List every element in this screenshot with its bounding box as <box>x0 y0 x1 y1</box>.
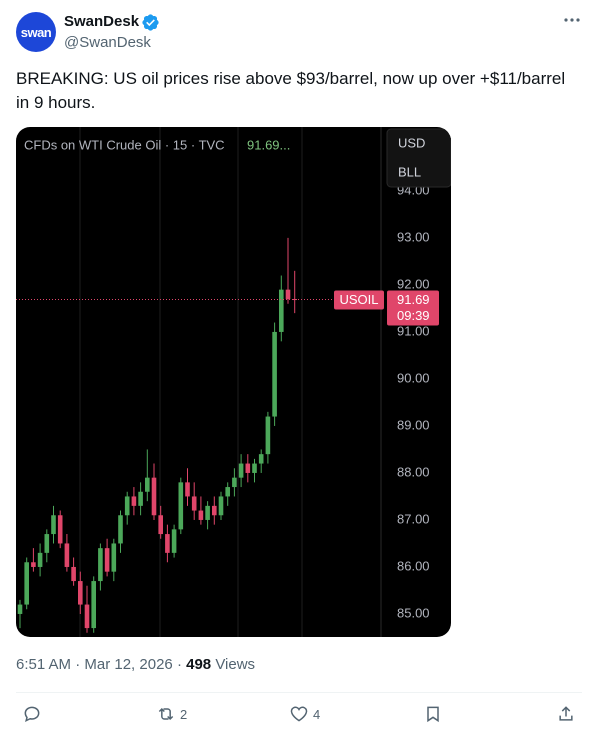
candle-body <box>71 566 76 582</box>
time-grid <box>79 127 303 637</box>
symbol-badge <box>334 290 384 310</box>
candle-body <box>131 496 137 506</box>
candle-body <box>78 581 83 605</box>
last-time-label: 09:39 <box>397 308 430 323</box>
candle-body <box>145 477 150 492</box>
tweet-text: BREAKING: US oil prices rise above $93/b… <box>16 69 566 112</box>
candle-body <box>252 463 257 473</box>
candle-body <box>37 552 43 567</box>
like-count: 4 <box>313 706 321 722</box>
y-tick-label: 91.00 <box>397 323 430 338</box>
candle-body <box>279 289 284 332</box>
candle-body <box>57 515 63 544</box>
candle-body <box>138 491 143 506</box>
candle-body <box>225 487 230 497</box>
tweet-meta: 6:51 AM · Mar 12, 2026 · 498 Views <box>16 656 255 673</box>
y-tick-label: 90.00 <box>397 370 430 385</box>
candle-body <box>191 496 197 511</box>
separator: · <box>176 656 182 673</box>
candle-body <box>64 543 70 567</box>
chart[interactable]: 85.00 86.00 87.00 88.00 89.00 90.00 91.00 92.00… <box>16 127 451 637</box>
divider <box>16 692 582 693</box>
candle-body <box>118 515 123 544</box>
currency-menu[interactable] <box>386 128 451 188</box>
retweet-count: 2 <box>180 706 188 722</box>
y-tick-label: 88.00 <box>397 464 430 479</box>
view-count: 498 <box>186 656 212 673</box>
last-price-label: 91.69 <box>397 292 430 307</box>
candle-body <box>84 604 90 629</box>
candle-body <box>245 463 251 473</box>
candle-body <box>51 515 56 535</box>
candle-body <box>124 496 130 516</box>
candle-body <box>158 515 163 535</box>
candle-body <box>104 548 110 572</box>
candle-body <box>232 477 237 488</box>
candle-body <box>198 510 204 520</box>
y-tick-label: 86.00 <box>397 558 430 573</box>
candle-body <box>151 477 157 516</box>
candle-body <box>165 534 170 553</box>
y-tick-label: 87.00 <box>397 511 430 526</box>
candle-body <box>218 496 224 516</box>
more-button[interactable] <box>562 10 582 30</box>
retweet-button[interactable]: 2 <box>156 704 187 724</box>
author-handle[interactable]: @SwanDesk <box>64 34 151 51</box>
candle-body <box>171 529 177 553</box>
bookmark-button[interactable] <box>423 704 443 724</box>
candle-body <box>91 581 96 629</box>
candle-body <box>238 463 244 478</box>
candle-body <box>205 505 210 520</box>
candle-body <box>178 482 184 530</box>
like-button[interactable]: 4 <box>289 704 320 724</box>
y-tick-label: 92.00 <box>397 276 430 291</box>
y-tick-label: 89.00 <box>397 417 430 432</box>
y-tick-label: 93.00 <box>397 229 430 244</box>
candle-body <box>98 548 103 582</box>
candle-body <box>258 454 264 464</box>
candle-body <box>24 562 29 605</box>
candle-body <box>212 505 217 516</box>
last-value: 91.69... <box>247 137 290 152</box>
reply-button[interactable] <box>22 704 42 724</box>
y-tick-label: 85.00 <box>397 605 430 620</box>
views-label: Views <box>215 656 256 673</box>
candle-body <box>111 543 117 572</box>
timestamp[interactable]: 6:51 AM · Mar 12, 2026 <box>16 656 173 673</box>
candle-body <box>31 562 36 567</box>
candle-body <box>292 299 297 301</box>
verified-badge <box>142 14 159 31</box>
author-name[interactable]: SwanDesk <box>64 13 140 30</box>
candle-body <box>265 416 271 455</box>
candle-body <box>272 331 277 417</box>
share-button[interactable] <box>556 704 576 724</box>
price-badge <box>387 290 439 326</box>
candle-body <box>17 604 23 614</box>
candle-body <box>44 534 50 553</box>
avatar[interactable]: swan <box>16 12 56 52</box>
candle-body <box>185 482 190 497</box>
candle-body <box>285 289 291 300</box>
currency-option[interactable]: USD <box>398 135 425 150</box>
symbol-label: USOIL <box>339 292 378 307</box>
currency-option[interactable]: BLL <box>398 164 421 179</box>
chart-title: CFDs on WTI Crude Oil · 15 · TVC <box>24 137 225 152</box>
